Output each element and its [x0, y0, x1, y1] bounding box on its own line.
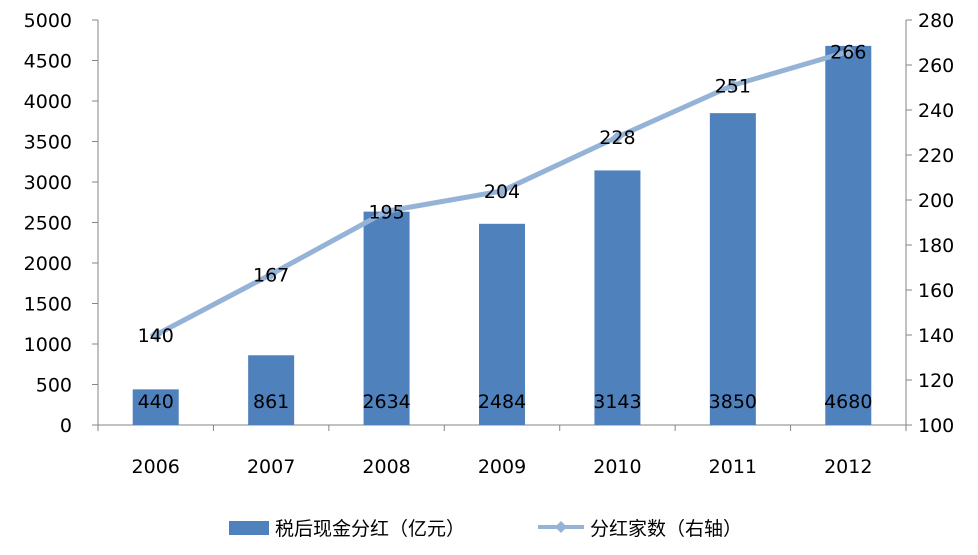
line-point: [726, 79, 739, 92]
y-right-tick-label: 120: [918, 370, 954, 392]
y-right-tick-label: 160: [918, 280, 954, 302]
bar-data-label: 2634: [362, 391, 410, 413]
bar-data-label: 3143: [593, 391, 641, 413]
y-left-tick-label: 4000: [24, 91, 72, 113]
bar: [363, 211, 410, 425]
line-point: [496, 185, 508, 197]
line-series: [149, 45, 855, 341]
bar-data-label: 861: [253, 391, 289, 413]
line-point: [149, 329, 162, 341]
y-right-tick-label: 100: [918, 415, 954, 437]
x-tick-label: 2012: [824, 456, 872, 478]
x-tick-label: 2009: [478, 456, 526, 478]
line-data-label: 251: [715, 75, 751, 97]
legend-line-marker: [555, 521, 567, 533]
axes: 0 500 1000 1500 2000 2500 3000 3500 4000 4500 5000…: [24, 10, 955, 478]
legend-bar-swatch: [229, 521, 269, 535]
bar-data-label: 2484: [478, 391, 526, 413]
bar: [479, 223, 525, 425]
line-point: [265, 268, 278, 281]
y-left-tick-label: 500: [36, 375, 72, 397]
y-left-tick-label: 2500: [24, 213, 72, 235]
x-tick-label: 2006: [132, 456, 180, 478]
bar-data-label: 4680: [824, 391, 872, 413]
line-data-label: 266: [830, 42, 866, 64]
bars: [132, 45, 872, 426]
y-left-tick-label: 4500: [24, 51, 72, 73]
y-left-tick-label: 3500: [24, 132, 72, 154]
line-data-label: 228: [599, 127, 635, 149]
bar: [825, 45, 872, 426]
y-right-tick-label: 260: [918, 55, 954, 77]
y-right-tick-label: 240: [918, 100, 954, 122]
line-data-label: 167: [253, 264, 289, 286]
line-data-label: 204: [484, 181, 520, 203]
bar: [709, 113, 756, 426]
bar: [248, 355, 295, 425]
y-right-tick-label: 180: [918, 235, 954, 257]
data-labels: 440 861 2634 2484 3143 3850 4680 140 167 195 204 22…: [138, 42, 873, 414]
bar-data-label: 3850: [709, 391, 757, 413]
bar: [132, 389, 179, 425]
y-right-tick-label: 140: [918, 325, 954, 347]
y-left-tick-label: 3000: [24, 172, 72, 194]
y-left-tick-label: 2000: [24, 253, 72, 275]
x-tick-label: 2011: [709, 456, 757, 478]
x-tick-label: 2010: [593, 456, 641, 478]
x-tick-label: 2008: [362, 456, 410, 478]
legend-line-label: 分红家数（右轴）: [590, 518, 742, 540]
y-left-tick-label: 1000: [24, 334, 72, 356]
legend-bar-label: 税后现金分红（亿元）: [275, 518, 465, 540]
line-point: [842, 45, 855, 58]
y-right-tick-label: 200: [918, 190, 954, 212]
legend: 税后现金分红（亿元） 分红家数（右轴）: [229, 518, 742, 540]
line-data-label: 195: [368, 201, 404, 223]
x-tick-label: 2007: [247, 456, 295, 478]
y-right-tick-label: 280: [918, 10, 954, 32]
bar: [594, 170, 641, 425]
y-left-tick-label: 5000: [24, 10, 72, 32]
line-point: [611, 131, 624, 143]
line-point: [380, 205, 393, 218]
line-data-label: 140: [138, 325, 174, 347]
bar-data-label: 440: [138, 391, 174, 413]
y-left-tick-label: 0: [60, 415, 72, 437]
y-left-tick-label: 1500: [24, 294, 72, 316]
y-right-tick-label: 220: [918, 145, 954, 167]
